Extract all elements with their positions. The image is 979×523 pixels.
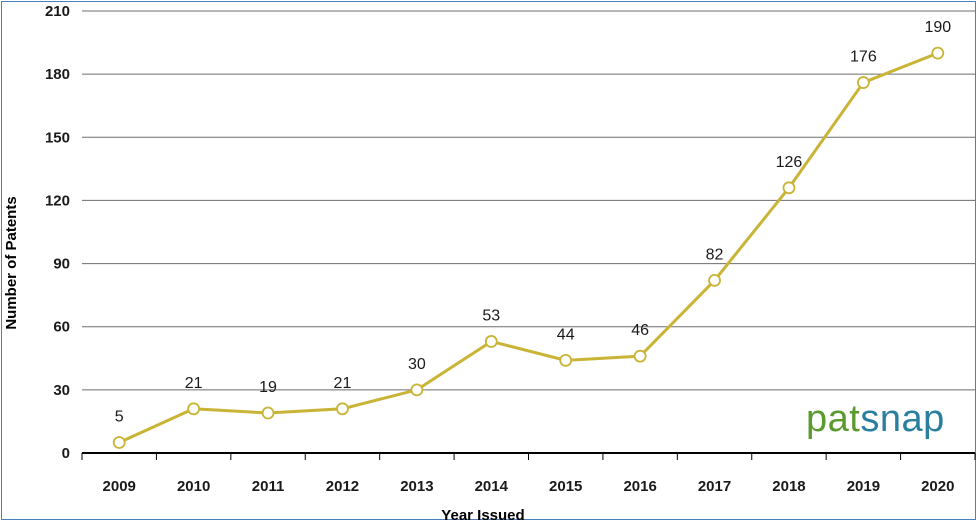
data-label-2014: 53 xyxy=(482,307,500,324)
x-tick-label-2020: 2020 xyxy=(921,478,954,495)
y-tick-label-60: 60 xyxy=(53,319,70,336)
x-tick-label-2019: 2019 xyxy=(847,478,880,495)
data-point-2014 xyxy=(484,335,498,348)
data-point-2019 xyxy=(856,76,870,89)
x-tick-label-2018: 2018 xyxy=(772,478,805,495)
data-label-2020: 190 xyxy=(924,19,951,36)
gridlines xyxy=(81,10,976,460)
y-tick-label-30: 30 xyxy=(53,382,70,399)
series-group xyxy=(112,46,945,449)
x-tick-label-2010: 2010 xyxy=(177,478,210,495)
logo-part-1: pat xyxy=(806,398,861,440)
y-tick-label-90: 90 xyxy=(53,256,70,273)
data-point-2015 xyxy=(559,353,573,367)
y-tick-label-210: 210 xyxy=(45,3,70,20)
patsnap-logo: patsnap xyxy=(806,398,945,441)
data-point-2016 xyxy=(633,349,647,363)
data-label-2012: 21 xyxy=(334,375,352,392)
x-tick-label-2009: 2009 xyxy=(103,478,136,495)
x-tick-label-2013: 2013 xyxy=(400,478,433,495)
data-label-2019: 176 xyxy=(850,49,877,66)
x-tick-label-2015: 2015 xyxy=(549,478,582,495)
x-tick-label-2014: 2014 xyxy=(475,478,509,495)
x-tick-label-2011: 2011 xyxy=(252,478,285,495)
data-point-2011 xyxy=(261,406,275,420)
data-label-2010: 21 xyxy=(185,375,203,392)
data-point-2013 xyxy=(410,383,424,397)
logo-part-2: snap xyxy=(860,398,945,440)
y-tick-label-120: 120 xyxy=(45,192,70,209)
data-point-2017 xyxy=(708,274,721,287)
data-labels: 5 21 19 21 30 53 44 46 82 126 176 190 xyxy=(115,19,951,425)
y-tick-label-0: 0 xyxy=(62,445,70,462)
data-point-2018 xyxy=(782,181,796,195)
x-axis-title: Year Issued xyxy=(441,507,524,523)
data-label-2017: 82 xyxy=(706,246,724,263)
data-point-2012 xyxy=(336,402,349,416)
x-tick-label-2012: 2012 xyxy=(326,478,359,495)
x-tick-labels: 2009 2010 2011 2012 2013 2014 2015 2016 2017 2018… xyxy=(103,478,955,495)
data-label-2018: 126 xyxy=(776,154,803,171)
data-point-2010 xyxy=(187,402,201,416)
x-tick-label-2016: 2016 xyxy=(623,478,656,495)
y-tick-label-150: 150 xyxy=(45,129,70,146)
data-label-2009: 5 xyxy=(115,408,124,425)
y-tick-label-180: 180 xyxy=(45,66,70,83)
data-label-2016: 46 xyxy=(631,322,649,339)
x-tick-label-2017: 2017 xyxy=(698,478,731,495)
data-label-2011: 19 xyxy=(259,379,277,396)
y-tick-labels: 0 30 60 90 120 150 180 210 xyxy=(45,3,70,462)
data-label-2013: 30 xyxy=(408,356,426,373)
data-label-2015: 44 xyxy=(557,326,575,343)
series-line xyxy=(118,51,939,444)
data-point-2020 xyxy=(931,46,945,60)
y-axis-title: Number of Patents xyxy=(3,196,20,329)
data-point-2009 xyxy=(112,436,126,449)
